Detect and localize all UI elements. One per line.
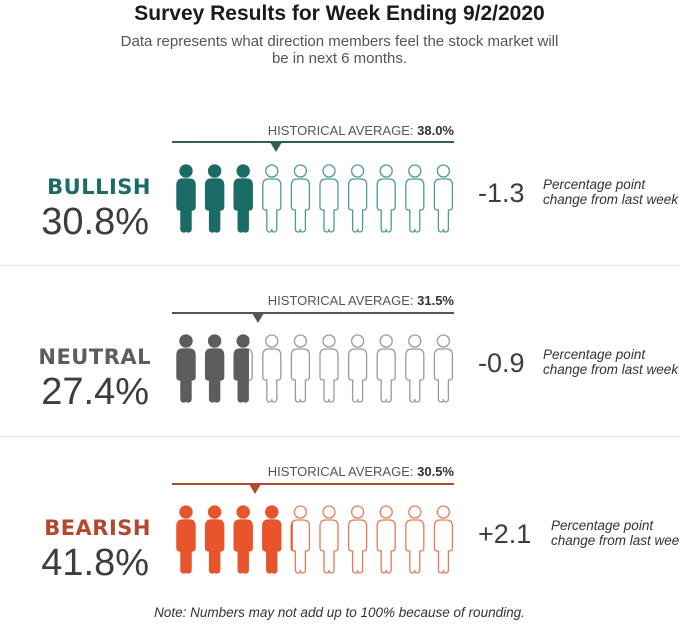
- bullish-person-icon: [290, 164, 311, 233]
- bearish-section: HISTORICAL AVERAGE: 30.5% BEARISH 41.8% …: [0, 436, 679, 606]
- bullish-person-icon: [405, 164, 425, 233]
- bullish-change-value: -1.3: [478, 178, 525, 208]
- chart-title: Survey Results for Week Ending 9/2/2020: [134, 2, 545, 25]
- neutral-section: HISTORICAL AVERAGE: 31.5% NEUTRAL 27.4% …: [0, 265, 679, 435]
- neutral-person-icon: [176, 334, 196, 403]
- neutral-people-icons: [176, 334, 454, 403]
- bearish-percentage: 41.8%: [41, 542, 149, 584]
- bullish-person-icon: [176, 164, 196, 233]
- bullish-person-icon: [319, 164, 339, 233]
- bullish-change-note: Percentage point change from last week: [543, 177, 679, 207]
- section-divider: [0, 265, 679, 266]
- bullish-historical-average-value: 38.0%: [417, 123, 454, 138]
- neutral-historical-average-label: HISTORICAL AVERAGE: 31.5%: [268, 293, 454, 308]
- bearish-change-value: +2.1: [478, 519, 532, 549]
- bearish-label: BEARISH: [44, 516, 151, 540]
- bearish-person-icon: [262, 505, 282, 574]
- bearish-person-icon: [290, 505, 311, 574]
- historical-average-text: HISTORICAL AVERAGE:: [267, 464, 414, 479]
- bullish-historical-average-label: HISTORICAL AVERAGE: 38.0%: [268, 123, 454, 138]
- bullish-historical-marker: [269, 142, 282, 152]
- bearish-historical-line: [172, 483, 454, 485]
- neutral-person-icon: [433, 334, 454, 403]
- bearish-historical-average-value: 30.5%: [417, 464, 454, 479]
- bearish-person-icon: [319, 505, 339, 574]
- bullish-person-icon: [347, 164, 368, 233]
- bullish-person-icon: [433, 164, 454, 233]
- neutral-historical-average-value: 31.5%: [417, 293, 454, 308]
- historical-average-text: HISTORICAL AVERAGE:: [267, 123, 414, 138]
- bullish-label: BULLISH: [47, 175, 151, 199]
- bearish-change-note: Percentage point change from last week: [551, 518, 679, 548]
- neutral-person-icon: [204, 334, 225, 403]
- bearish-person-icon: [433, 505, 454, 574]
- neutral-person-icon: [347, 334, 368, 403]
- bullish-person-icon: [376, 164, 396, 233]
- bearish-historical-average-label: HISTORICAL AVERAGE: 30.5%: [268, 464, 454, 479]
- neutral-person-icon: [405, 334, 425, 403]
- bullish-people-icons: [176, 164, 454, 233]
- footnote: Note: Numbers may not add up to 100% bec…: [154, 605, 525, 620]
- neutral-change-note: Percentage point change from last week: [543, 347, 679, 377]
- neutral-person-icon: [262, 334, 282, 403]
- neutral-person-icon: [290, 334, 311, 403]
- bearish-person-icon: [347, 505, 368, 574]
- bearish-person-icon: [176, 505, 196, 574]
- bearish-person-icon: [233, 505, 253, 574]
- neutral-percentage: 27.4%: [41, 371, 149, 413]
- neutral-historical-line: [172, 312, 454, 314]
- neutral-person-icon: [319, 334, 339, 403]
- bullish-person-icon: [204, 164, 225, 233]
- bearish-historical-marker: [249, 484, 262, 494]
- bullish-section: HISTORICAL AVERAGE: 38.0% BULLISH 30.8% …: [0, 95, 679, 265]
- section-divider: [0, 436, 679, 437]
- bullish-historical-line: [172, 141, 454, 143]
- bearish-person-icon: [204, 505, 225, 574]
- bullish-person-icon: [233, 164, 253, 233]
- bullish-percentage: 30.8%: [41, 201, 149, 243]
- chart-subtitle: Data represents what direction members f…: [120, 33, 559, 67]
- bullish-person-icon: [262, 164, 282, 233]
- neutral-label: NEUTRAL: [38, 345, 151, 369]
- neutral-change-value: -0.9: [478, 348, 525, 378]
- historical-average-text: HISTORICAL AVERAGE:: [267, 293, 414, 308]
- bearish-person-icon: [405, 505, 425, 574]
- bearish-person-icon: [376, 505, 396, 574]
- neutral-person-icon: [233, 334, 253, 403]
- neutral-historical-marker: [252, 313, 265, 323]
- bearish-people-icons: [176, 505, 454, 574]
- neutral-person-icon: [376, 334, 396, 403]
